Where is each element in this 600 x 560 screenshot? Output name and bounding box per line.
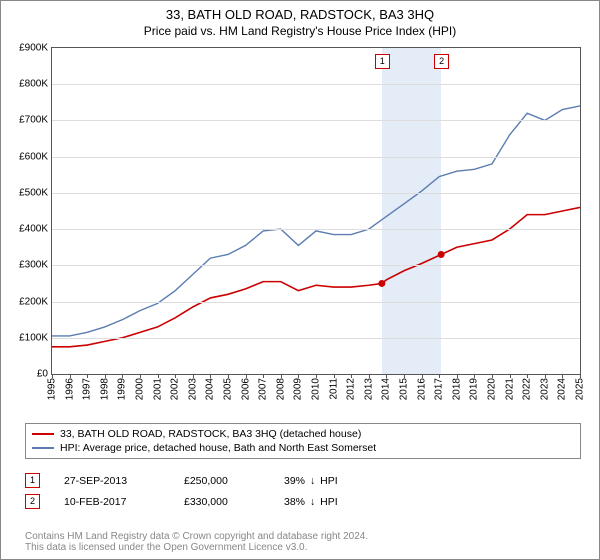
legend-swatch [32, 447, 54, 449]
x-axis-label: 2008 [275, 378, 286, 400]
sale-date: 10-FEB-2017 [64, 496, 184, 508]
x-axis-label: 1997 [82, 378, 93, 400]
x-axis-label: 2012 [346, 378, 357, 400]
x-axis-label: 2006 [240, 378, 251, 400]
x-axis-label: 2010 [311, 378, 322, 400]
y-axis-label: £200K [19, 296, 48, 307]
gridline [52, 193, 580, 194]
gridline [52, 120, 580, 121]
x-axis-label: 2021 [504, 378, 515, 400]
x-axis-label: 1996 [64, 378, 75, 400]
gridline [52, 229, 580, 230]
gridline [52, 265, 580, 266]
legend-row-property: 33, BATH OLD ROAD, RADSTOCK, BA3 3HQ (de… [32, 427, 574, 441]
sale-pct: 38% HPI [284, 496, 344, 508]
legend-label: 33, BATH OLD ROAD, RADSTOCK, BA3 3HQ (de… [60, 427, 361, 441]
x-axis-label: 2024 [557, 378, 568, 400]
x-axis-label: 1999 [117, 378, 128, 400]
chart-svg [52, 48, 580, 374]
chart-subtitle: Price paid vs. HM Land Registry's House … [1, 24, 599, 38]
y-axis-label: £500K [19, 187, 48, 198]
plot: £0£100K£200K£300K£400K£500K£600K£700K£80… [51, 47, 581, 375]
x-axis-label: 1998 [99, 378, 110, 400]
sale-marker-inline: 1 [25, 473, 40, 488]
x-axis-label: 2002 [170, 378, 181, 400]
x-axis-label: 2014 [381, 378, 392, 400]
gridline [52, 84, 580, 85]
footer: Contains HM Land Registry data © Crown c… [25, 531, 581, 553]
x-axis-label: 2018 [451, 378, 462, 400]
x-axis-label: 2016 [416, 378, 427, 400]
sale-row: 2 10-FEB-2017£330,00038% HPI [25, 494, 581, 509]
x-axis-label: 2011 [328, 378, 339, 400]
x-axis-label: 2020 [487, 378, 498, 400]
x-axis-label: 2000 [135, 378, 146, 400]
x-axis-label: 2023 [539, 378, 550, 400]
x-axis-label: 2007 [258, 378, 269, 400]
sale-pct: 39% HPI [284, 475, 344, 487]
gridline [52, 157, 580, 158]
y-axis-label: £700K [19, 115, 48, 126]
x-axis-label: 2009 [293, 378, 304, 400]
x-axis-label: 2003 [187, 378, 198, 400]
sale-dot [378, 280, 385, 287]
x-axis-label: 2022 [522, 378, 533, 400]
y-axis-label: £800K [19, 79, 48, 90]
sale-price: £250,000 [184, 475, 284, 487]
gridline [52, 302, 580, 303]
x-axis-label: 2013 [363, 378, 374, 400]
x-axis-label: 2019 [469, 378, 480, 400]
chart-area: £0£100K£200K£300K£400K£500K£600K£700K£80… [51, 47, 581, 399]
footer-line: This data is licensed under the Open Gov… [25, 542, 581, 553]
x-axis-label: 2015 [399, 378, 410, 400]
arrow-down-icon [308, 496, 317, 508]
y-axis-label: £400K [19, 224, 48, 235]
sales-table: 1 27-SEP-2013£250,00039% HPI 2 10-FEB-2017£… [25, 473, 581, 515]
chart-title: 33, BATH OLD ROAD, RADSTOCK, BA3 3HQ [1, 7, 599, 22]
legend-swatch [32, 433, 54, 435]
x-axis-label: 2005 [223, 378, 234, 400]
sale-dot [438, 251, 445, 258]
legend: 33, BATH OLD ROAD, RADSTOCK, BA3 3HQ (de… [25, 423, 581, 459]
sale-price: £330,000 [184, 496, 284, 508]
y-axis-label: £300K [19, 260, 48, 271]
x-axis-label: 1995 [47, 378, 58, 400]
y-axis-label: £600K [19, 151, 48, 162]
gridline [52, 338, 580, 339]
sale-marker: 1 [375, 54, 390, 69]
x-axis-label: 2017 [434, 378, 445, 400]
sale-date: 27-SEP-2013 [64, 475, 184, 487]
footer-line: Contains HM Land Registry data © Crown c… [25, 531, 581, 542]
x-axis-label: 2025 [575, 378, 586, 400]
legend-label: HPI: Average price, detached house, Bath… [60, 441, 376, 455]
x-axis-label: 2001 [152, 378, 163, 400]
sale-marker-inline: 2 [25, 494, 40, 509]
sale-row: 1 27-SEP-2013£250,00039% HPI [25, 473, 581, 488]
y-axis-label: £900K [19, 43, 48, 54]
arrow-down-icon [308, 475, 317, 487]
sale-marker: 2 [434, 54, 449, 69]
x-axis-label: 2004 [205, 378, 216, 400]
legend-row-hpi: HPI: Average price, detached house, Bath… [32, 441, 574, 455]
y-axis-label: £100K [19, 332, 48, 343]
